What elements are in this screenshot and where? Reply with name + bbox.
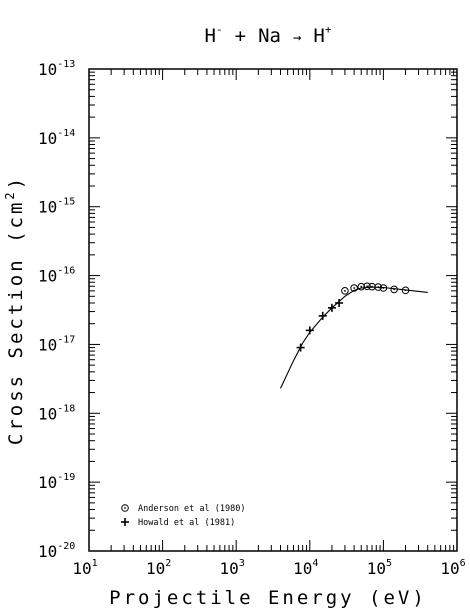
data-point-anderson (401, 286, 410, 295)
y-tick-label: 10-18 (38, 403, 75, 423)
x-tick-labels: 101 102 103 104 105 106 (72, 558, 465, 578)
y-tick-label-exponent: -13 (57, 59, 75, 70)
x-tick-label-exponent: 1 (92, 558, 98, 569)
x-tick-label: 105 (367, 558, 392, 578)
x-tick-label-base: 10 (72, 559, 91, 578)
y-tick-label-exponent: -17 (57, 334, 75, 345)
title-product: H (313, 25, 324, 47)
legend-label-howald: Howald et al (1981) (138, 518, 235, 528)
title-ion-charge: - (216, 23, 223, 36)
x-tick-label-exponent: 5 (386, 558, 392, 569)
y-tick-label-exponent: -18 (57, 403, 75, 414)
x-tick-label-base: 10 (293, 559, 312, 578)
data-point-anderson (379, 284, 388, 292)
y-tick-label-exponent: -14 (57, 128, 75, 139)
title-arrow: → (293, 30, 301, 46)
y-axis-title-exponent: 2 (3, 189, 17, 199)
data-point-anderson (341, 287, 349, 295)
data-point-anderson (350, 284, 358, 292)
x-tick-label: 102 (146, 558, 171, 578)
x-tick-label-exponent: 3 (239, 558, 245, 569)
fit-curve-line (280, 286, 428, 389)
y-axis-title: Cross Section (cm2) (3, 175, 27, 445)
y-tick-label-exponent: -20 (57, 541, 75, 552)
x-axis-title: Projectile Energy (eV) (109, 587, 427, 609)
y-tick-label-exponent: -19 (57, 472, 75, 483)
y-tick-label: 10-19 (38, 472, 75, 492)
legend-marker-anderson (121, 504, 129, 512)
title-product-charge: + (325, 23, 332, 36)
legend: Anderson et al (1980) Howald et al (1981… (121, 504, 245, 528)
y-tick-label-base: 10 (38, 129, 57, 148)
y-tick-label: 10-14 (38, 128, 75, 148)
data-point-anderson (357, 282, 366, 291)
y-tick-label-base: 10 (38, 60, 57, 79)
data-point-anderson (363, 282, 371, 291)
data-point-howald (305, 326, 314, 335)
y-tick-label-base: 10 (38, 267, 57, 286)
title-plus: + (235, 25, 246, 47)
x-tick-label: 103 (220, 558, 245, 578)
legend-marker-howald (121, 518, 129, 526)
y-tick-label: 10-17 (38, 334, 75, 354)
x-tick-label-base: 10 (146, 559, 165, 578)
y-tick-label-base: 10 (38, 404, 57, 423)
y-tick-label: 10-15 (38, 197, 75, 217)
y-tick-label: 10-13 (38, 59, 75, 79)
data-point-anderson (390, 285, 398, 294)
data-point-anderson (374, 283, 383, 291)
plot-frame (88, 68, 458, 552)
y-tick-label: 10-16 (38, 266, 75, 286)
y-tick-label-base: 10 (38, 473, 57, 492)
data-point-howald (318, 311, 327, 320)
chart-title: H- + Na → H+ (205, 23, 332, 47)
x-tick-label-base: 10 (367, 559, 386, 578)
data-point-howald (296, 343, 305, 352)
y-tick-label-base: 10 (38, 542, 57, 561)
axis-ticks (89, 69, 457, 551)
title-ion: H (205, 25, 216, 47)
y-tick-label-base: 10 (38, 335, 57, 354)
y-axis-title-main: Cross Section (cm (5, 200, 27, 445)
y-tick-label-exponent: -16 (57, 266, 75, 277)
x-tick-label-base: 10 (220, 559, 239, 578)
legend-label-anderson: Anderson et al (1980) (138, 504, 245, 514)
x-tick-label: 106 (440, 558, 465, 578)
x-tick-label-exponent: 6 (460, 558, 466, 569)
data-markers (296, 282, 410, 352)
fit-curve (280, 286, 428, 389)
x-tick-label-base: 10 (440, 559, 459, 578)
y-tick-label-exponent: -15 (57, 197, 75, 208)
data-point-howald (327, 303, 336, 312)
y-axis-title-close: ) (5, 175, 27, 189)
y-tick-label-base: 10 (38, 198, 57, 217)
y-tick-label: 10-20 (38, 541, 75, 561)
x-tick-label: 101 (72, 558, 97, 578)
data-point-howald (335, 298, 344, 307)
title-target: Na (258, 25, 281, 47)
x-tick-label-exponent: 2 (165, 558, 171, 569)
x-tick-label-exponent: 4 (312, 558, 318, 569)
x-tick-label: 104 (293, 558, 318, 578)
